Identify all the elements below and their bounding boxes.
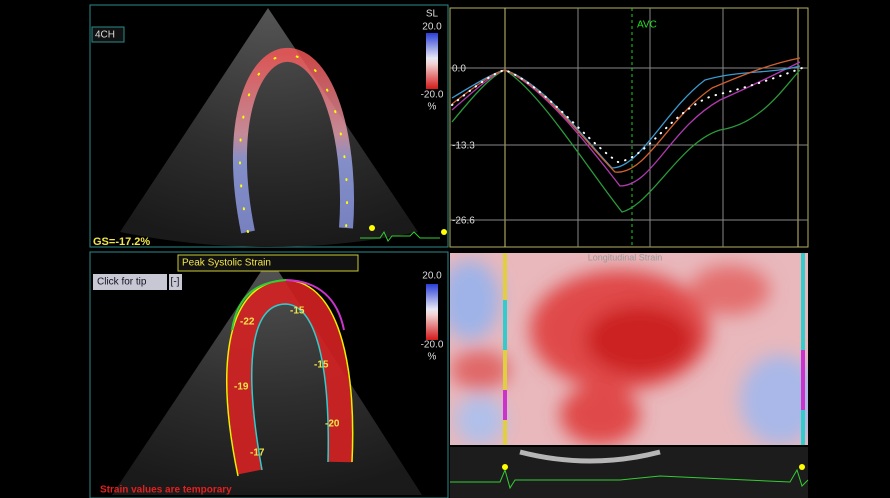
segment-border <box>231 279 287 331</box>
segment-border <box>285 279 345 331</box>
tip-button[interactable] <box>93 274 167 290</box>
panel-title: Peak Systolic Strain <box>182 258 271 269</box>
view-label: 4CH <box>95 30 115 41</box>
segment-value: -15 <box>314 360 329 371</box>
view-label-box <box>91 26 125 43</box>
collapse-button-label[interactable]: [-] <box>171 277 180 288</box>
tip-button-label[interactable]: Click for tip <box>97 277 147 288</box>
strain-map-panel: Longitudinal Strain <box>450 252 809 498</box>
global-strain: GS=-17.2% <box>93 236 150 248</box>
m-mode-strip <box>450 447 808 498</box>
panel-border <box>89 4 449 248</box>
ecg-trace <box>360 230 440 242</box>
segment-value: -20 <box>325 419 340 430</box>
tracking-points <box>238 53 349 233</box>
segment-value: -19 <box>234 382 249 393</box>
panel-border <box>449 7 809 248</box>
ultrasound-sector <box>120 8 418 247</box>
ecg-trace <box>450 468 809 490</box>
panel-border <box>89 251 449 498</box>
grid <box>450 8 808 247</box>
y-tick-label: -13.3 <box>452 141 475 152</box>
apical-view-panel: 4CH SL 20.0 -20.0 % GS=-17.2% <box>89 4 449 248</box>
segment-values: -22 -15 -19 -15 -20 -17 <box>234 306 340 459</box>
colorbar-min: -20.0 <box>421 340 444 351</box>
ecg-marker <box>441 229 447 235</box>
y-tick-label: 0.0 <box>452 64 466 75</box>
segment-value: -15 <box>290 306 305 317</box>
segment-value: -17 <box>250 448 265 459</box>
map-title: Longitudinal Strain <box>588 252 663 262</box>
segment-value: -22 <box>240 317 255 328</box>
avc-label: AVC <box>637 20 657 31</box>
inner-border <box>251 303 329 471</box>
ecg-marker <box>502 464 508 470</box>
warning: Strain values are temporary <box>100 485 232 496</box>
colorbar-min: -20.0 <box>421 90 444 101</box>
strain-heatmap <box>450 253 808 445</box>
colorbar <box>426 284 438 340</box>
strain-curves <box>451 57 803 213</box>
ecg-marker <box>799 464 805 470</box>
strain-curves-panel: AVC 0.0 -13.3 -26.6 <box>449 7 809 248</box>
colorbar-unit: % <box>428 352 437 363</box>
ecg-marker <box>369 225 375 231</box>
strain-band <box>227 279 353 475</box>
colorbar-title: SL <box>426 9 439 20</box>
collapse-button[interactable] <box>169 274 182 290</box>
y-tick-label: -26.6 <box>452 216 475 227</box>
m-mode-echo <box>519 449 661 464</box>
colorbar-unit: % <box>428 102 437 113</box>
peak-strain-panel: Peak Systolic Strain Click for tip [-] 2… <box>89 251 449 498</box>
colorbar-max: 20.0 <box>422 271 442 282</box>
colorbar-max: 20.0 <box>422 22 442 33</box>
colorbar <box>426 33 438 89</box>
title-box <box>177 254 359 272</box>
